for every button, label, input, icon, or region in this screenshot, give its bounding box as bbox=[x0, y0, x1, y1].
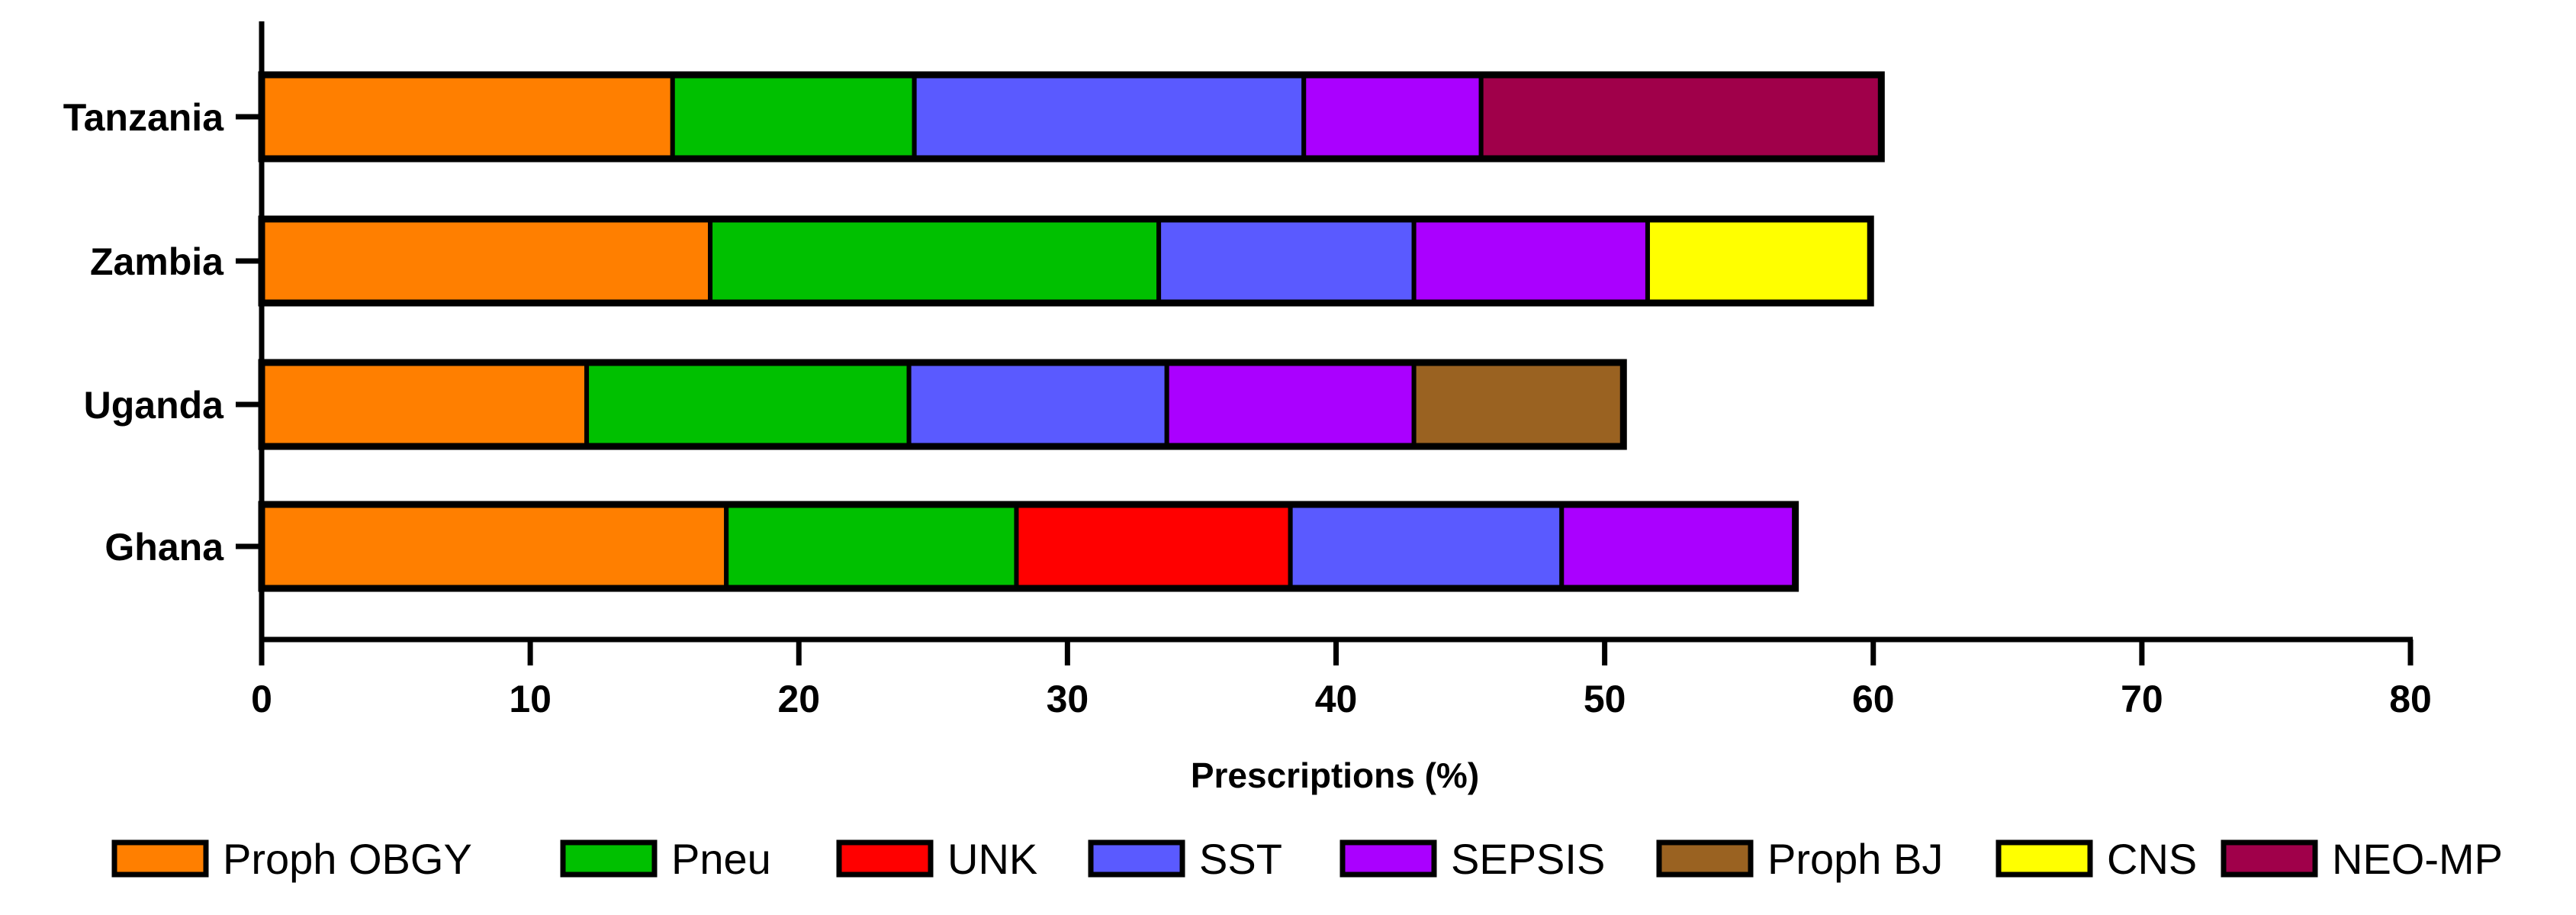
labels-layer: Tanzania Zambia Uganda Ghana 0 10 20 30 40 50 60 70… bbox=[63, 96, 2432, 720]
bars-layer bbox=[258, 71, 1885, 592]
bar-segment-uganda-sepsis bbox=[1164, 360, 1417, 449]
legend-label-cns: CNS bbox=[2107, 835, 2197, 883]
x-tick-label: 20 bbox=[777, 678, 820, 720]
legend-label-pneu: Pneu bbox=[671, 835, 771, 883]
bar-segment-tanzania-sst bbox=[912, 72, 1307, 161]
legend-swatch-unk bbox=[836, 839, 934, 878]
y-tick-label: Zambia bbox=[90, 240, 224, 283]
x-tick-label: 10 bbox=[509, 678, 552, 720]
legend-swatch-sst bbox=[1088, 839, 1185, 878]
x-axis-title: Prescriptions (%) bbox=[1191, 756, 1479, 795]
legend-swatch-proph-bj bbox=[1656, 839, 1754, 878]
x-tick-label: 50 bbox=[1584, 678, 1626, 720]
bar-segment-ghana-proph-obgy bbox=[259, 502, 729, 591]
legend-label-proph-obgy: Proph OBGY bbox=[223, 835, 472, 883]
legend-swatch-neo-mp bbox=[2221, 839, 2318, 878]
legend-label-neo-mp: NEO-MP bbox=[2332, 835, 2503, 883]
x-tick-label: 60 bbox=[1852, 678, 1895, 720]
x-tick-label: 40 bbox=[1315, 678, 1358, 720]
bar-segment-tanzania-sepsis bbox=[1301, 72, 1484, 161]
legend-swatch-proph-obgy bbox=[111, 839, 209, 878]
legend-label-sst: SST bbox=[1199, 835, 1282, 883]
x-tick-label: 70 bbox=[2121, 678, 2163, 720]
bar-segment-tanzania-pneu bbox=[670, 72, 917, 161]
y-tick-label: Tanzania bbox=[63, 96, 224, 139]
y-tick-label: Ghana bbox=[105, 526, 224, 569]
legend-label-proph-bj: Proph BJ bbox=[1767, 835, 1943, 883]
bar-segment-uganda-pneu bbox=[584, 360, 912, 449]
bar-segment-uganda-proph-bj bbox=[1411, 360, 1626, 449]
bar-segment-tanzania-proph-obgy bbox=[259, 72, 675, 161]
legend-label-sepsis: SEPSIS bbox=[1451, 835, 1605, 883]
bar-segment-uganda-proph-obgy bbox=[259, 360, 590, 449]
bar-segment-zambia-proph-obgy bbox=[259, 217, 713, 305]
x-tick-label: 0 bbox=[251, 678, 272, 720]
bar-segment-zambia-sepsis bbox=[1411, 217, 1650, 305]
axes-layer bbox=[236, 21, 2414, 665]
bar-segment-tanzania-neo-mp bbox=[1478, 72, 1884, 161]
y-tick-label: Uganda bbox=[84, 384, 225, 427]
bar-segment-ghana-sepsis bbox=[1559, 502, 1798, 591]
bar-segment-ghana-pneu bbox=[724, 502, 1019, 591]
bar-segment-ghana-sst bbox=[1288, 502, 1565, 591]
legend-label-unk: UNK bbox=[947, 835, 1037, 883]
bar-segment-ghana-unk bbox=[1014, 502, 1293, 591]
legend-swatch-cns bbox=[1996, 839, 2093, 878]
bar-segment-uganda-sst bbox=[906, 360, 1169, 449]
legend-swatch-pneu bbox=[560, 839, 658, 878]
bar-segment-zambia-cns bbox=[1645, 217, 1873, 305]
bar-segment-zambia-pneu bbox=[708, 217, 1162, 305]
legend-swatch-sepsis bbox=[1339, 839, 1437, 878]
x-tick-label: 80 bbox=[2389, 678, 2432, 720]
legend: Proph OBGY Pneu UNK SST SEPSIS Proph BJ CNS NEO… bbox=[111, 835, 2503, 883]
bar-segment-zambia-sst bbox=[1156, 217, 1417, 305]
x-tick-label: 30 bbox=[1047, 678, 1089, 720]
